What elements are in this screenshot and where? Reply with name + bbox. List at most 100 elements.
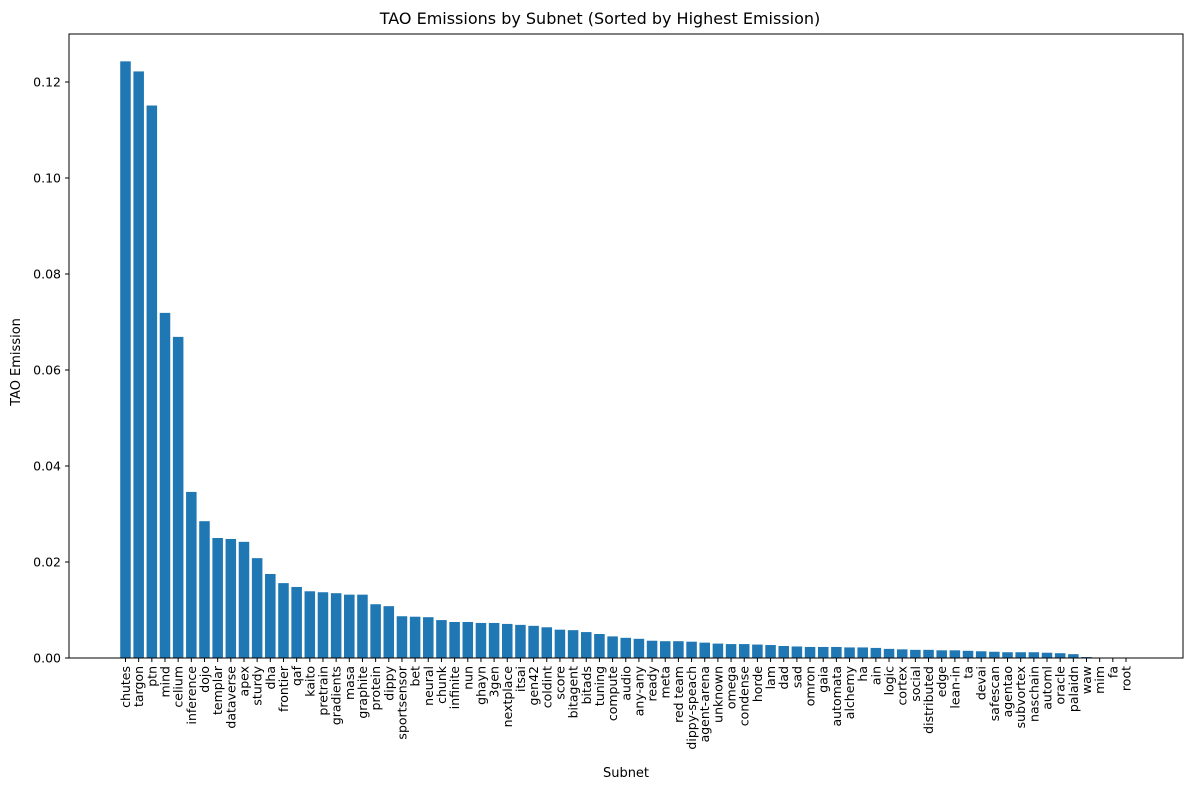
bar-chunk [436,620,447,658]
bar-bitads [580,632,592,658]
x-tick-label: celium [171,666,186,708]
bar-templar [212,538,223,658]
bar-ain [870,647,882,658]
bar-edge [936,650,947,658]
bar-oracle [1054,653,1066,658]
x-tick-label: cortex [895,666,910,705]
bar-agent-arena [699,642,710,658]
x-tick-label: naschain [1026,666,1041,722]
bar-ha [857,647,868,658]
x-tick-label: gaia [816,666,831,693]
x-tick-label: logic [882,666,897,696]
x-tick-label: coldint [539,666,554,708]
x-tick-label: ta [961,666,976,679]
x-tick-label: audio [618,666,633,701]
x-tick-label: gen42 [526,666,541,705]
bar-apex [238,541,250,658]
bar-logic [883,648,895,658]
bar-automl [1041,652,1053,658]
bar-score [554,629,566,658]
x-tick-label: safescan [987,666,1002,721]
bar-unknown [712,643,724,658]
x-tick-label: fa [1105,666,1120,678]
x-tick-label: alchemy [842,665,857,719]
x-tick-label: frontier [276,665,291,712]
bar-gradients [330,593,342,658]
x-tick-label: score [552,666,567,700]
x-tick-label: lean-in [947,666,962,709]
x-tick-label: red team [671,666,686,723]
x-tick-label: mind [157,666,172,698]
x-tick-label: bitagent [566,666,581,719]
bar-automata [831,646,842,658]
x-tick-label: dojo [197,666,212,693]
x-tick-label: inference [184,666,199,725]
bar-cortex [896,649,908,658]
x-tick-label: pretrain [315,666,330,716]
x-tick-label: ghayn [473,666,488,705]
x-tick-label: infinite [447,666,462,710]
x-tick-label: unknown [710,666,725,723]
bar-dojo [199,521,210,658]
bar-mind [159,312,171,658]
x-tick-label: devai [974,666,989,700]
x-tick-label: distributed [921,666,936,734]
bar-sportsensor [396,616,408,658]
x-axis-label: Subnet [603,766,649,781]
x-tick-label: ain [868,666,883,685]
x-tick-label: compute [605,666,620,721]
x-tick-label: agent-arena [697,666,712,742]
bar-compute [607,636,618,658]
x-tick-label: agentao [1000,666,1015,717]
bar-dippy-speach [686,641,697,658]
x-tick-label: dha [263,666,278,690]
bar-condense [738,644,750,658]
y-tick-label: 0.12 [33,75,61,90]
x-tick-label: subvortex [1013,666,1028,728]
x-tick-label: ha [855,666,870,682]
bar-3gen [488,622,500,658]
x-tick-label: apex [236,666,251,696]
bar-graphite [357,594,368,658]
plot-frame [68,33,1184,659]
bar-itsai [515,624,526,658]
y-ticks-group: 0.00 0.02 0.04 0.06 0.08 0.10 0.12 [33,75,69,666]
x-tick-label: dippy [381,665,396,700]
bar-pretrain [317,592,329,658]
bar-horde [752,644,763,658]
bar-audio [620,637,632,658]
bar-celium [172,336,184,658]
bar-inference [186,491,197,658]
bar-coldint [541,627,553,658]
x-tick-label: lam [763,666,778,689]
x-tick-label: meta [658,666,673,698]
bar-kaito [304,591,316,658]
bar-tuning [594,634,605,658]
x-tick-label: qaf [289,665,304,686]
x-tick-label: nun [460,666,475,690]
x-tick-label: sportsensor [394,665,409,739]
x-tick-label: kaito [302,666,317,697]
x-tick-label: nextplace [500,666,515,728]
bar-ta [962,650,974,658]
x-tick-label: omega [724,666,739,709]
bar-subvortex [1015,652,1026,658]
x-tick-label: neural [421,666,436,706]
bar-ghayn [475,622,487,658]
y-tick-label: 0.04 [33,459,61,474]
x-tick-label: automata [829,666,844,727]
bar-dippy [383,606,395,658]
bar-nun [462,622,474,658]
x-tick-label: targon [131,666,146,707]
x-tick-label: tuning [592,666,607,706]
x-tick-label: any-any [631,665,646,716]
bar-any-any [633,638,645,658]
bar-bet [409,616,421,658]
x-tick-label: bitads [579,666,594,704]
bar-distributed [923,649,934,658]
x-tick-label: chutes [118,666,133,708]
x-tick-label: 3gen [487,666,502,698]
x-tick-label: root [1119,666,1134,691]
